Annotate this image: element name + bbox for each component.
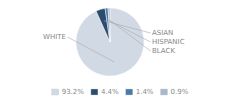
- legend-label: 1.4%: [136, 88, 154, 96]
- legend-swatch: [126, 89, 133, 95]
- pie-slice: [96, 8, 110, 42]
- leader-line: [104, 21, 151, 33]
- slice-label: WHITE: [43, 33, 66, 41]
- legend-swatch: [161, 89, 168, 95]
- pie-slice: [76, 8, 144, 76]
- slice-label: HISPANIC: [152, 38, 185, 46]
- pie-slice: [108, 8, 110, 42]
- annotations: WHITE ASIANHISPANICBLACK: [43, 20, 185, 62]
- pie-slice: [105, 8, 110, 42]
- leader-line: [109, 20, 150, 51]
- legend-swatch: [52, 89, 59, 95]
- legend-label: 93.2%: [62, 88, 85, 96]
- legend-swatch: [91, 89, 98, 95]
- legend-label: 4.4%: [101, 88, 119, 96]
- slice-label: ASIAN: [152, 29, 173, 37]
- slice-label: BLACK: [152, 47, 175, 55]
- legend: 93.2% 4.4% 1.4% 0.9%: [52, 88, 189, 96]
- legend-label: 0.9%: [171, 88, 189, 96]
- chart: WHITE ASIANHISPANICBLACK 93.2% 4.4% 1.4% 0.9%: [0, 0, 240, 100]
- pie: [76, 8, 144, 76]
- leader-line: [68, 37, 115, 62]
